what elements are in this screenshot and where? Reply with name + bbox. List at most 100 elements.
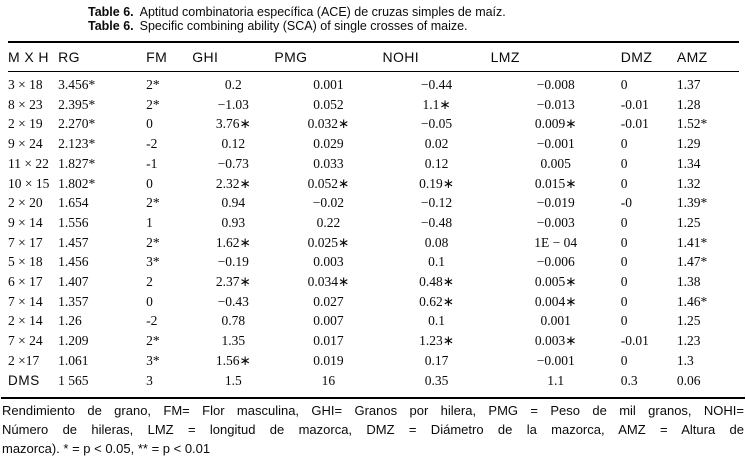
table-cell: −0.43 — [217, 293, 249, 309]
table-cell: −0.013 — [536, 96, 575, 112]
table-row: 2 × 20 1.654 2* 0.94 −0.02 −0.12 −0.019 -0 1.39* — [8, 193, 739, 213]
table-row: 6 × 17 1.407 2 2.37∗ 0.034∗ 0.48∗ 0.005∗ 0 1.38 — [8, 272, 739, 292]
table-cell: -0.01 — [620, 333, 649, 349]
column-header-amz: AMZ — [676, 42, 739, 72]
table-cell: 0.12 — [221, 136, 246, 152]
table-cell: 0.06 — [676, 372, 701, 388]
table-cell: 6 × 17 — [8, 274, 43, 290]
table-cell: 1.3 — [676, 352, 694, 368]
table-cell: 0.004∗ — [534, 293, 577, 309]
table-cell: 1.29 — [676, 136, 701, 152]
table-cell: 1.209 — [58, 333, 89, 349]
table-row: DMS 1 565 3 1.5 16 0.35 1.1 0.3 0.06 — [8, 371, 739, 391]
table-cell: −0.05 — [420, 116, 453, 132]
table-cell: −0.019 — [536, 195, 575, 211]
table-cell: 1.1∗ — [422, 96, 451, 112]
table-cell: 0.1 — [428, 254, 445, 270]
table-cell: 1.357 — [58, 293, 89, 309]
table-cell: 1.654 — [58, 195, 89, 211]
table-cell: DMS — [8, 372, 40, 388]
table-cell: 0.029 — [313, 136, 344, 152]
column-header-dmz: DMZ — [620, 42, 677, 72]
table-cell: 0 — [620, 136, 628, 152]
table-cell: 2* — [146, 77, 160, 92]
table-cell: 3.76∗ — [215, 116, 251, 132]
table-cell: 2* — [146, 96, 160, 112]
table-cell: 3 — [146, 372, 153, 388]
table-cell: 0.027 — [313, 293, 344, 309]
table-cell: 0.2 — [224, 77, 242, 92]
table-cell: 1.46* — [676, 293, 708, 309]
table-cell: −0.12 — [420, 195, 453, 211]
table-cell: 1.56∗ — [215, 352, 251, 368]
table-cell: -0 — [620, 195, 633, 211]
table-cell: 2* — [146, 333, 160, 349]
table-cell: 0.003∗ — [534, 333, 577, 349]
table-cell: 0.009∗ — [534, 116, 577, 132]
table-cell: 3 × 18 — [8, 77, 43, 92]
table-cell: 7 × 24 — [8, 333, 43, 349]
table-cell: 0.12 — [424, 155, 449, 171]
column-header-nohi: NOHI — [382, 42, 491, 72]
table-cell: 1.32 — [676, 175, 701, 191]
column-header-ghi: GHI — [192, 42, 275, 72]
table-cell: 0.019 — [313, 352, 344, 368]
table-cell: 0 — [620, 274, 628, 290]
caption-line-spanish: Table 6. Aptitud combinatoria específica … — [88, 5, 506, 19]
table-cell: 1.39* — [676, 195, 708, 211]
table-cell: 9 × 14 — [8, 214, 43, 230]
table-cell: −0.008 — [536, 77, 575, 92]
table-cell: 1.802* — [58, 175, 96, 191]
table-cell: 0.032∗ — [307, 116, 350, 132]
footnote-line-1: Rendimiento de grano, FM= Flor masculina… — [2, 403, 744, 418]
table-cell: 0.17 — [424, 352, 449, 368]
table-cell: 0.033 — [313, 155, 344, 171]
table-cell: 0.025∗ — [307, 234, 350, 250]
table-cell: 0.3 — [620, 372, 638, 388]
table-cell: 0 — [620, 293, 628, 309]
table-cell: 0.19∗ — [419, 175, 455, 191]
table-cell: 0 — [146, 175, 153, 191]
table-cell: 1.23∗ — [419, 333, 455, 349]
table-cell: 2.123* — [58, 136, 96, 152]
table-cell: −0.19 — [217, 254, 249, 270]
table-row: 7 × 17 1.457 2* 1.62∗ 0.025∗ 0.08 1E − 04 0 1.41… — [8, 233, 739, 253]
caption-label-spanish: Table 6. — [88, 5, 134, 19]
table-cell: 7 × 14 — [8, 293, 43, 309]
table-cell: 0.007 — [313, 313, 344, 329]
column-header-lmz: LMZ — [490, 42, 621, 72]
table-cell: −0.003 — [536, 214, 575, 230]
table-cell: −0.001 — [536, 352, 575, 368]
table-row: 5 × 18 1.456 3* −0.19 0.003 0.1 −0.006 0 1.47* — [8, 252, 739, 272]
caption-line-english: Table 6. Specific combining ability (SCA)… — [88, 19, 506, 33]
table-cell: 11 × 22 — [8, 155, 49, 171]
table-row: 2 × 19 2.270* 0 3.76∗ 0.032∗ −0.05 0.009∗ -0.01… — [8, 114, 739, 134]
table-cell: 7 × 17 — [8, 234, 43, 250]
header-row: M X H RG FM GHI PMG NOHI LMZ DMZ AMZ — [8, 42, 739, 72]
table-row: 2 × 14 1.26 -2 0.78 0.007 0.1 0.001 0 1.25 — [8, 311, 739, 331]
table-cell: -0.01 — [620, 116, 649, 132]
table-cell: 0.1 — [428, 313, 445, 329]
table-cell: 0.48∗ — [419, 274, 455, 290]
column-header-fm: FM — [146, 42, 193, 72]
footnote-line-2: Número de hileras, LMZ = longitud de maz… — [2, 422, 744, 437]
footnote-line-3: mazorca). * = p < 0.05, ** = p < 0.01 — [2, 441, 211, 456]
table-cell: 2* — [146, 195, 160, 211]
table-cell: 1.62∗ — [215, 234, 251, 250]
table-cell: −0.48 — [420, 214, 453, 230]
table-cell: 1.407 — [58, 274, 89, 290]
table-cell: 0.62∗ — [419, 293, 455, 309]
table-cell: −0.44 — [420, 77, 453, 92]
table-row: 9 × 14 1.556 1 0.93 0.22 −0.48 −0.003 0 1.25 — [8, 213, 739, 233]
table-cell: 0.93 — [221, 214, 246, 230]
table-cell: 0.005 — [540, 155, 571, 171]
table-cell: 1.41* — [676, 234, 708, 250]
table-cell: 0 — [620, 234, 628, 250]
table-cell: 0 — [620, 313, 628, 329]
table-cell: 0.052∗ — [307, 175, 350, 191]
table-cell: 0.003 — [313, 254, 344, 270]
table-cell: 1.37 — [676, 77, 701, 92]
table-cell: 0 — [620, 175, 628, 191]
caption-label-english: Table 6. — [88, 19, 134, 33]
